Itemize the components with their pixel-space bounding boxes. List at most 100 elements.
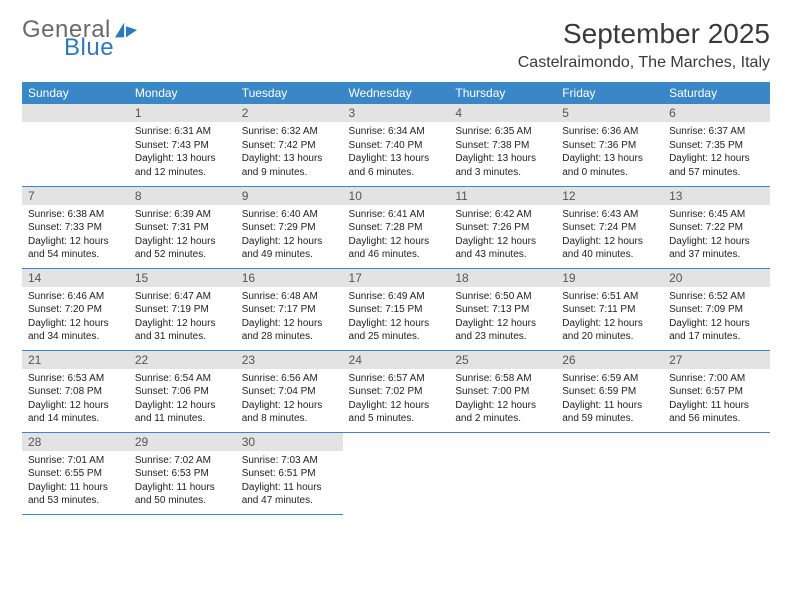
day-cell: 2Sunrise: 6:32 AMSunset: 7:42 PMDaylight… xyxy=(236,104,343,186)
day-details: Sunrise: 6:52 AMSunset: 7:09 PMDaylight:… xyxy=(663,287,770,348)
daylight-text: Daylight: 12 hours and 57 minutes. xyxy=(669,152,764,179)
sunrise-text: Sunrise: 6:45 AM xyxy=(669,208,764,222)
day-header: Friday xyxy=(556,82,663,104)
day-number: 18 xyxy=(449,269,556,287)
sunset-text: Sunset: 7:02 PM xyxy=(349,385,444,399)
day-cell xyxy=(663,432,770,514)
day-number: 17 xyxy=(343,269,450,287)
sunset-text: Sunset: 6:53 PM xyxy=(135,467,230,481)
day-details: Sunrise: 6:37 AMSunset: 7:35 PMDaylight:… xyxy=(663,122,770,183)
sunrise-text: Sunrise: 6:38 AM xyxy=(28,208,123,222)
day-number: 20 xyxy=(663,269,770,287)
sunset-text: Sunset: 7:06 PM xyxy=(135,385,230,399)
day-details: Sunrise: 6:38 AMSunset: 7:33 PMDaylight:… xyxy=(22,205,129,266)
daylight-text: Daylight: 13 hours and 6 minutes. xyxy=(349,152,444,179)
day-number: 22 xyxy=(129,351,236,369)
daylight-text: Daylight: 12 hours and 25 minutes. xyxy=(349,317,444,344)
sunrise-text: Sunrise: 7:00 AM xyxy=(669,372,764,386)
sunrise-text: Sunrise: 6:42 AM xyxy=(455,208,550,222)
day-number: 29 xyxy=(129,433,236,451)
title-block: September 2025 Castelraimondo, The March… xyxy=(518,18,770,72)
day-cell: 23Sunrise: 6:56 AMSunset: 7:04 PMDayligh… xyxy=(236,350,343,432)
day-number: 9 xyxy=(236,187,343,205)
daylight-text: Daylight: 11 hours and 47 minutes. xyxy=(242,481,337,508)
daylight-text: Daylight: 12 hours and 46 minutes. xyxy=(349,235,444,262)
sunrise-text: Sunrise: 6:35 AM xyxy=(455,125,550,139)
day-number: 7 xyxy=(22,187,129,205)
daylight-text: Daylight: 12 hours and 31 minutes. xyxy=(135,317,230,344)
day-cell: 18Sunrise: 6:50 AMSunset: 7:13 PMDayligh… xyxy=(449,268,556,350)
week-row: 28Sunrise: 7:01 AMSunset: 6:55 PMDayligh… xyxy=(22,432,770,514)
week-row: 1Sunrise: 6:31 AMSunset: 7:43 PMDaylight… xyxy=(22,104,770,186)
day-cell xyxy=(343,432,450,514)
sunrise-text: Sunrise: 6:40 AM xyxy=(242,208,337,222)
day-details: Sunrise: 6:40 AMSunset: 7:29 PMDaylight:… xyxy=(236,205,343,266)
day-number: 23 xyxy=(236,351,343,369)
day-number: 2 xyxy=(236,104,343,122)
day-cell: 5Sunrise: 6:36 AMSunset: 7:36 PMDaylight… xyxy=(556,104,663,186)
day-details: Sunrise: 7:00 AMSunset: 6:57 PMDaylight:… xyxy=(663,369,770,430)
day-cell: 4Sunrise: 6:35 AMSunset: 7:38 PMDaylight… xyxy=(449,104,556,186)
day-cell: 14Sunrise: 6:46 AMSunset: 7:20 PMDayligh… xyxy=(22,268,129,350)
header: General Blue September 2025 Castelraimon… xyxy=(22,18,770,72)
day-header-row: SundayMondayTuesdayWednesdayThursdayFrid… xyxy=(22,82,770,104)
calendar-table: SundayMondayTuesdayWednesdayThursdayFrid… xyxy=(22,82,770,515)
day-details: Sunrise: 6:42 AMSunset: 7:26 PMDaylight:… xyxy=(449,205,556,266)
sunset-text: Sunset: 7:28 PM xyxy=(349,221,444,235)
day-number: 3 xyxy=(343,104,450,122)
sunset-text: Sunset: 7:33 PM xyxy=(28,221,123,235)
day-cell xyxy=(449,432,556,514)
day-header: Tuesday xyxy=(236,82,343,104)
day-cell: 8Sunrise: 6:39 AMSunset: 7:31 PMDaylight… xyxy=(129,186,236,268)
day-number: 24 xyxy=(343,351,450,369)
logo-word-2: Blue xyxy=(64,36,114,60)
daylight-text: Daylight: 12 hours and 20 minutes. xyxy=(562,317,657,344)
daylight-text: Daylight: 12 hours and 49 minutes. xyxy=(242,235,337,262)
sunrise-text: Sunrise: 6:36 AM xyxy=(562,125,657,139)
daylight-text: Daylight: 13 hours and 3 minutes. xyxy=(455,152,550,179)
sunset-text: Sunset: 7:24 PM xyxy=(562,221,657,235)
sunrise-text: Sunrise: 6:51 AM xyxy=(562,290,657,304)
day-number: 11 xyxy=(449,187,556,205)
day-cell: 7Sunrise: 6:38 AMSunset: 7:33 PMDaylight… xyxy=(22,186,129,268)
day-details: Sunrise: 6:56 AMSunset: 7:04 PMDaylight:… xyxy=(236,369,343,430)
sunrise-text: Sunrise: 6:34 AM xyxy=(349,125,444,139)
daylight-text: Daylight: 13 hours and 9 minutes. xyxy=(242,152,337,179)
day-cell: 16Sunrise: 6:48 AMSunset: 7:17 PMDayligh… xyxy=(236,268,343,350)
daylight-text: Daylight: 12 hours and 5 minutes. xyxy=(349,399,444,426)
sunset-text: Sunset: 7:36 PM xyxy=(562,139,657,153)
sunrise-text: Sunrise: 6:58 AM xyxy=(455,372,550,386)
day-cell: 11Sunrise: 6:42 AMSunset: 7:26 PMDayligh… xyxy=(449,186,556,268)
day-details: Sunrise: 6:34 AMSunset: 7:40 PMDaylight:… xyxy=(343,122,450,183)
day-details: Sunrise: 6:47 AMSunset: 7:19 PMDaylight:… xyxy=(129,287,236,348)
sunset-text: Sunset: 7:00 PM xyxy=(455,385,550,399)
day-details: Sunrise: 6:53 AMSunset: 7:08 PMDaylight:… xyxy=(22,369,129,430)
sunset-text: Sunset: 7:26 PM xyxy=(455,221,550,235)
calendar-page: General Blue September 2025 Castelraimon… xyxy=(0,0,792,533)
day-number: 14 xyxy=(22,269,129,287)
week-row: 7Sunrise: 6:38 AMSunset: 7:33 PMDaylight… xyxy=(22,186,770,268)
day-details: Sunrise: 6:50 AMSunset: 7:13 PMDaylight:… xyxy=(449,287,556,348)
daylight-text: Daylight: 12 hours and 54 minutes. xyxy=(28,235,123,262)
sunrise-text: Sunrise: 6:48 AM xyxy=(242,290,337,304)
day-cell: 9Sunrise: 6:40 AMSunset: 7:29 PMDaylight… xyxy=(236,186,343,268)
calendar-body: 1Sunrise: 6:31 AMSunset: 7:43 PMDaylight… xyxy=(22,104,770,514)
day-details: Sunrise: 7:02 AMSunset: 6:53 PMDaylight:… xyxy=(129,451,236,512)
sunset-text: Sunset: 7:22 PM xyxy=(669,221,764,235)
day-details: Sunrise: 6:48 AMSunset: 7:17 PMDaylight:… xyxy=(236,287,343,348)
day-details: Sunrise: 6:49 AMSunset: 7:15 PMDaylight:… xyxy=(343,287,450,348)
sunrise-text: Sunrise: 6:37 AM xyxy=(669,125,764,139)
logo: General Blue xyxy=(22,18,137,60)
daylight-text: Daylight: 12 hours and 52 minutes. xyxy=(135,235,230,262)
day-header: Sunday xyxy=(22,82,129,104)
month-title: September 2025 xyxy=(518,18,770,50)
day-cell: 25Sunrise: 6:58 AMSunset: 7:00 PMDayligh… xyxy=(449,350,556,432)
day-header: Thursday xyxy=(449,82,556,104)
sunset-text: Sunset: 6:59 PM xyxy=(562,385,657,399)
sunrise-text: Sunrise: 7:01 AM xyxy=(28,454,123,468)
day-header: Saturday xyxy=(663,82,770,104)
sunset-text: Sunset: 7:43 PM xyxy=(135,139,230,153)
sunset-text: Sunset: 7:15 PM xyxy=(349,303,444,317)
daylight-text: Daylight: 12 hours and 40 minutes. xyxy=(562,235,657,262)
day-cell: 29Sunrise: 7:02 AMSunset: 6:53 PMDayligh… xyxy=(129,432,236,514)
